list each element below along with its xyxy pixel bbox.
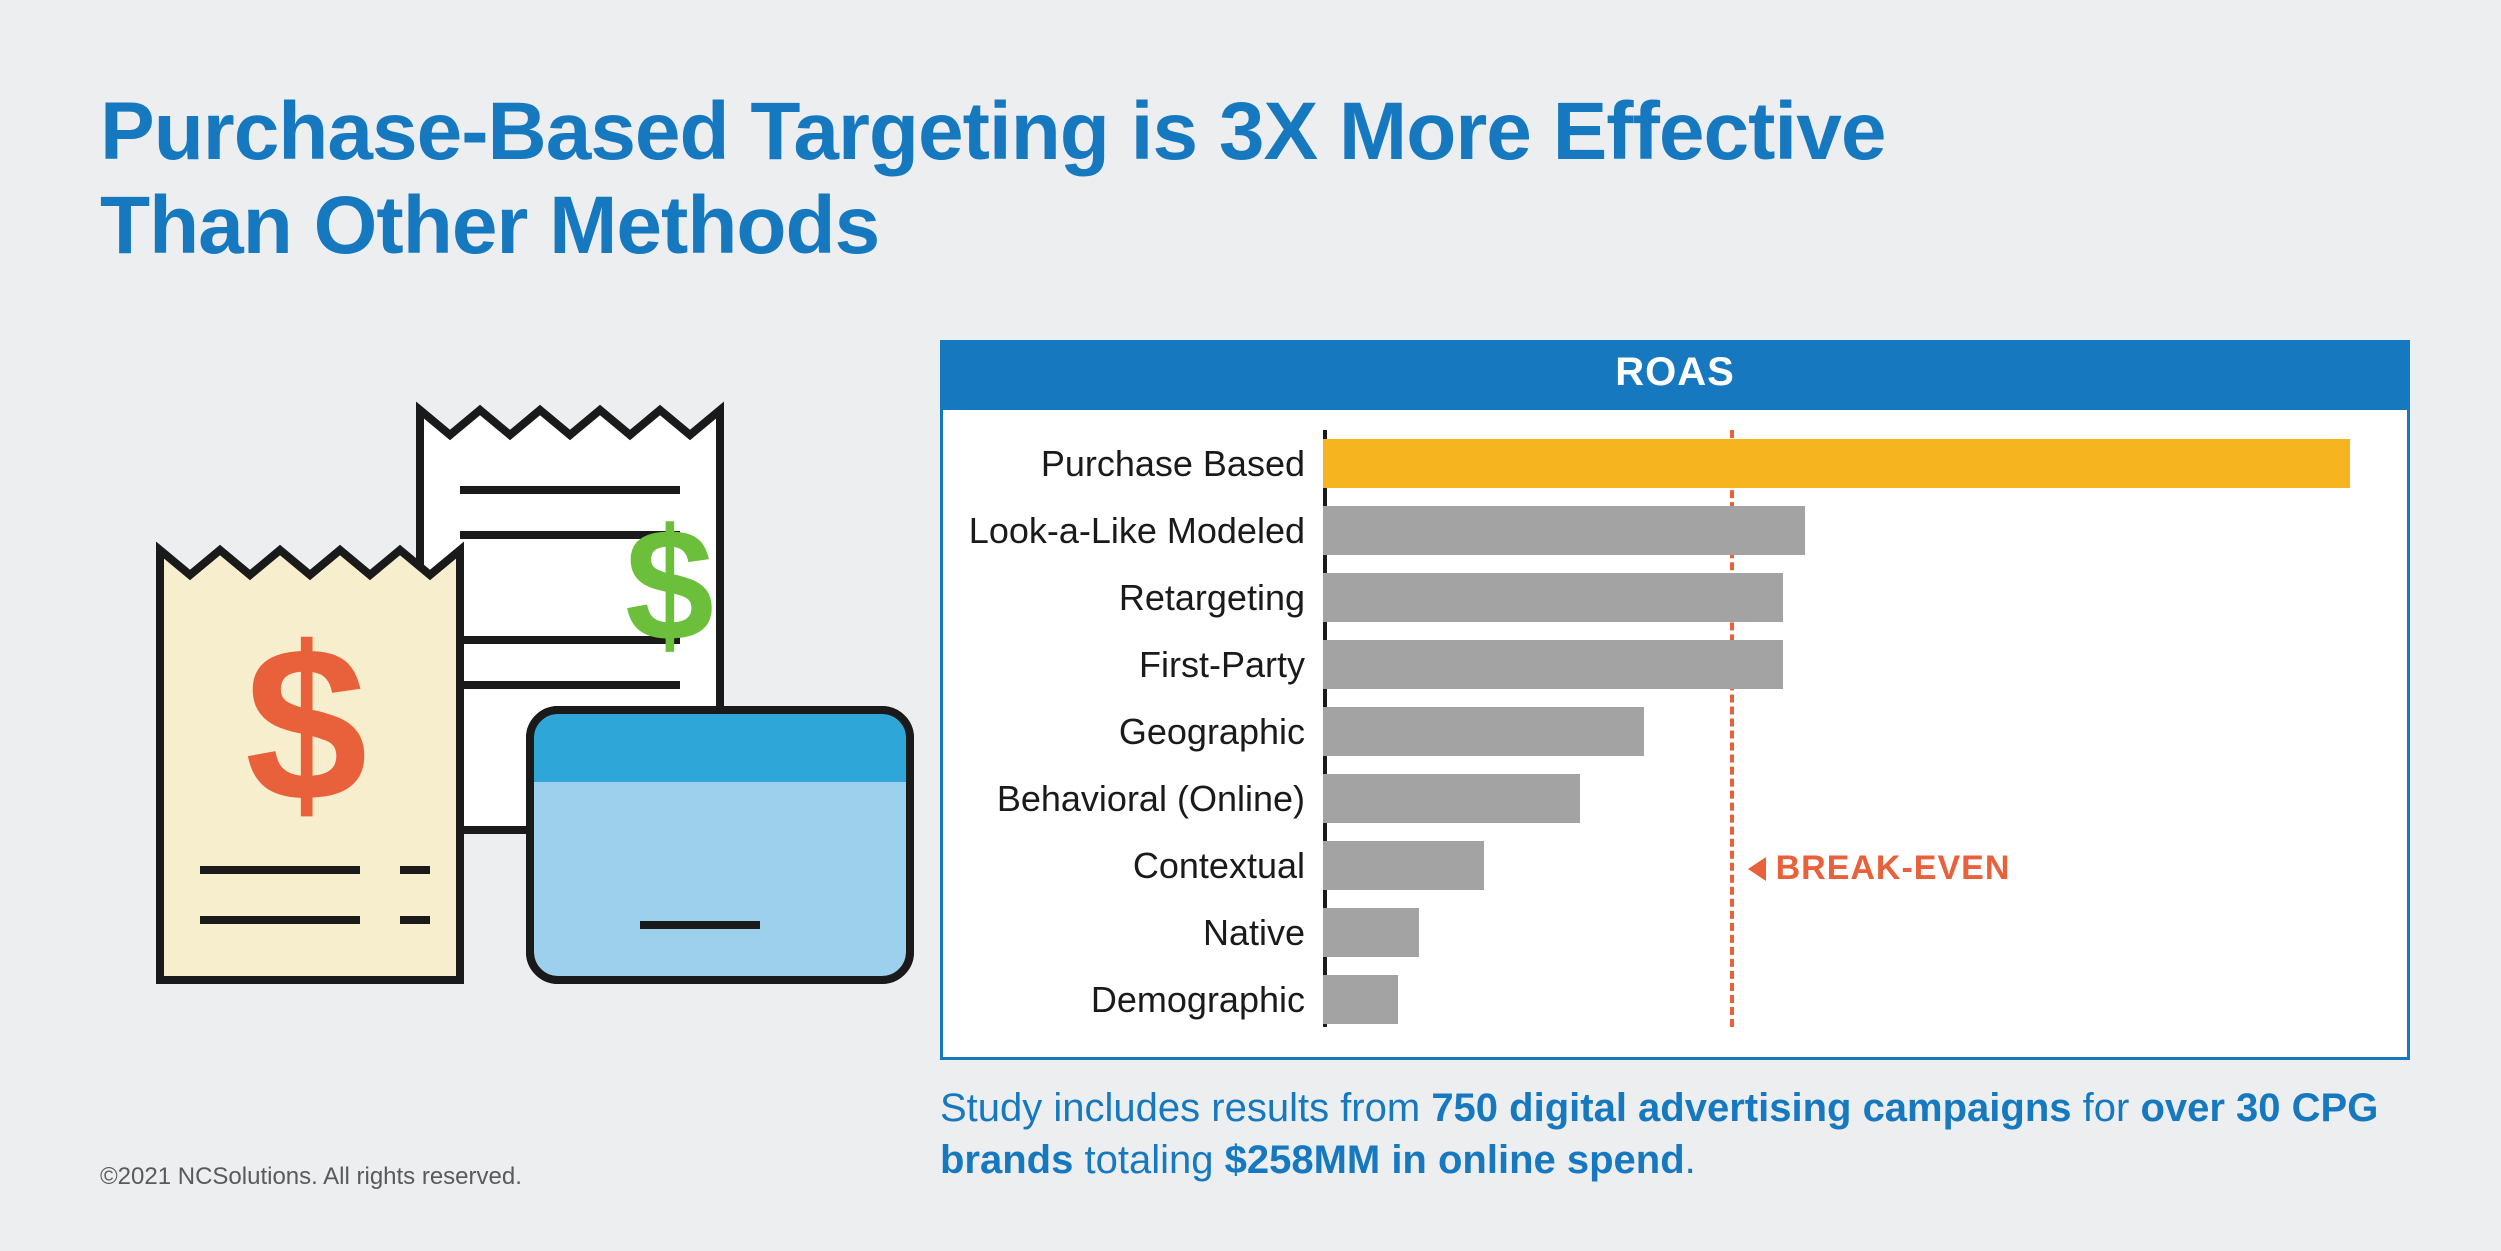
row-label: Retargeting <box>943 577 1323 619</box>
bar <box>1323 506 1805 555</box>
bar <box>1323 640 1783 689</box>
row-label: Behavioral (Online) <box>943 778 1323 820</box>
caption-mid2: totaling <box>1073 1138 1224 1182</box>
caption-pre: Study includes results from <box>940 1086 1431 1130</box>
roas-chart: ROAS BREAK-EVEN Purchase BasedLook-a-Lik… <box>940 340 2410 1186</box>
bar-area <box>1323 899 2407 966</box>
bar <box>1323 908 1419 957</box>
bar-area <box>1323 765 2407 832</box>
bar-area <box>1323 564 2407 631</box>
title-line-2: Than Other Methods <box>100 180 879 271</box>
bar <box>1323 774 1580 823</box>
chart-body: BREAK-EVEN Purchase BasedLook-a-Like Mod… <box>940 407 2410 1060</box>
svg-text:$: $ <box>245 601 367 847</box>
caption-mid1: for <box>2072 1086 2141 1130</box>
bar-area <box>1323 698 2407 765</box>
chart-row: Look-a-Like Modeled <box>943 497 2407 564</box>
row-label: Purchase Based <box>943 443 1323 485</box>
chart-row: Demographic <box>943 966 2407 1033</box>
row-label: Geographic <box>943 711 1323 753</box>
chart-row: Retargeting <box>943 564 2407 631</box>
row-label: First-Party <box>943 644 1323 686</box>
row-label: Native <box>943 912 1323 954</box>
bar <box>1323 975 1398 1024</box>
receipt-front-icon: $ <box>160 550 460 980</box>
chart-row: Geographic <box>943 698 2407 765</box>
bar-area <box>1323 631 2407 698</box>
bar-area <box>1323 832 2407 899</box>
bar <box>1323 573 1783 622</box>
row-label: Contextual <box>943 845 1323 887</box>
chart-row: Purchase Based <box>943 430 2407 497</box>
receipts-card-illustration: $ $ <box>100 380 920 1000</box>
chart-header: ROAS <box>940 340 2410 407</box>
chart-row: Behavioral (Online) <box>943 765 2407 832</box>
bar <box>1323 707 1644 756</box>
bar-area <box>1323 497 2407 564</box>
bar <box>1323 439 2350 488</box>
bar <box>1323 841 1484 890</box>
svg-text:$: $ <box>625 495 714 674</box>
row-label: Demographic <box>943 979 1323 1021</box>
copyright: ©2021 NCSolutions. All rights reserved. <box>100 1163 522 1191</box>
title-line-1: Purchase-Based Targeting is 3X More Effe… <box>100 86 1885 177</box>
chart-rows: Purchase Based Look-a-Like Modeled Retarge… <box>943 430 2407 1027</box>
chart-row: Contextual <box>943 832 2407 899</box>
bar-area <box>1323 966 2407 1033</box>
chart-row: Native <box>943 899 2407 966</box>
credit-card-icon <box>530 710 910 980</box>
caption-post: . <box>1685 1138 1696 1182</box>
row-label: Look-a-Like Modeled <box>943 510 1323 552</box>
chart-row: First-Party <box>943 631 2407 698</box>
infographic-title: Purchase-Based Targeting is 3X More Effe… <box>100 85 1885 274</box>
chart-caption: Study includes results from 750 digital … <box>940 1082 2410 1186</box>
caption-b1: 750 digital advertising campaigns <box>1431 1086 2071 1130</box>
bar-area <box>1323 430 2407 497</box>
caption-b3: $258MM in online spend <box>1225 1138 1685 1182</box>
